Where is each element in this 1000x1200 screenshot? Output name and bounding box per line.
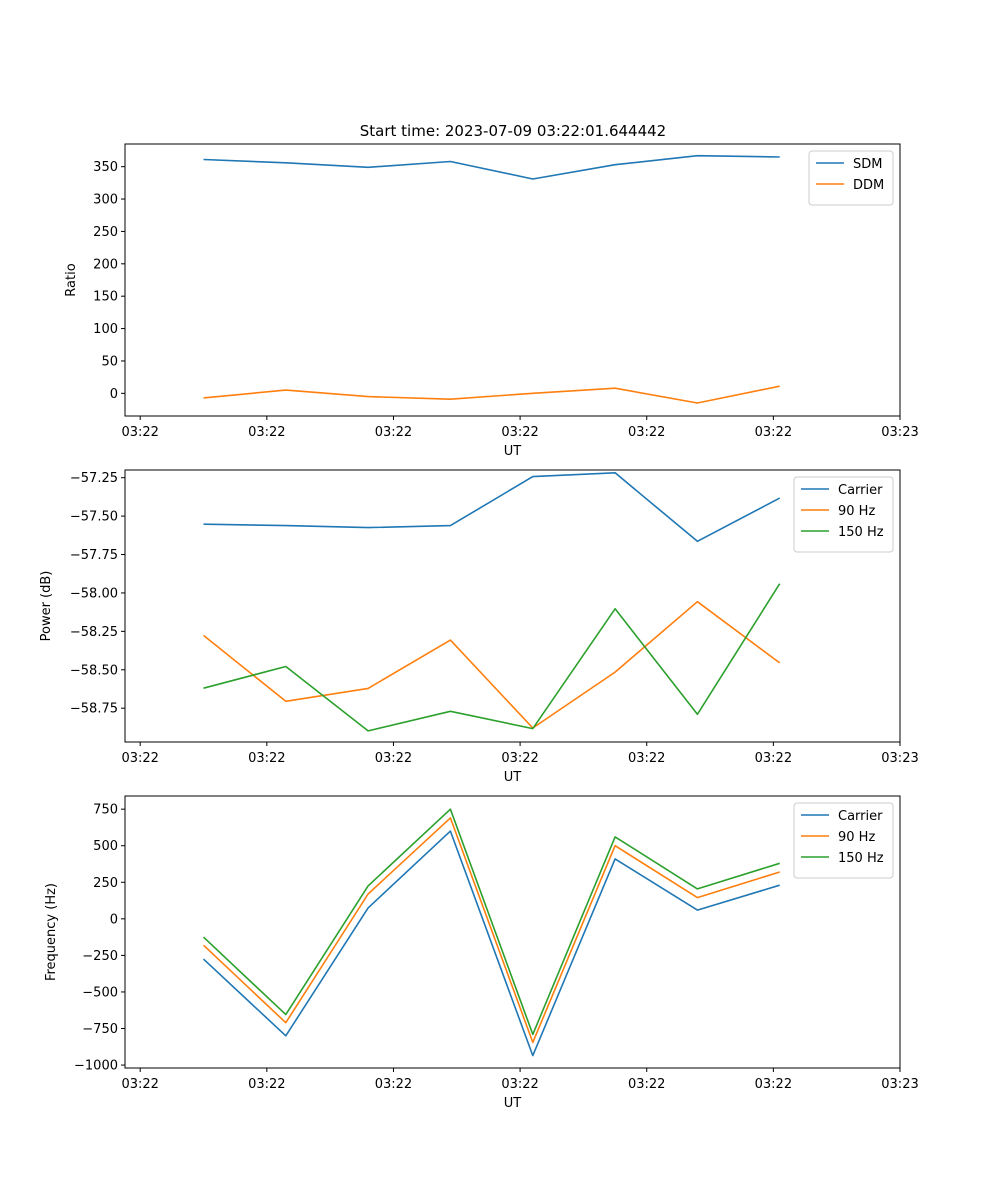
y-tick-label: 350: [93, 160, 118, 175]
legend-label: 150 Hz: [838, 525, 884, 540]
legend-box: [808, 150, 894, 206]
y-tick-label: −57.25: [70, 471, 118, 486]
x-tick-label: 03:22: [501, 1077, 538, 1092]
y-tick-label: −250: [82, 949, 118, 964]
x-tick-label: 03:22: [121, 751, 158, 766]
x-axis: 03:22 03:22 03:22 03:22 03:22 03:22 03:23 UT: [121, 742, 919, 785]
x-tick-label: 03:22: [248, 751, 285, 766]
x-tick-label: 03:22: [628, 1077, 665, 1092]
series-lines: [202, 808, 780, 1057]
y-tick-label: −58.00: [70, 586, 118, 601]
legend-box: [793, 802, 894, 879]
y-tick-label: 0: [110, 387, 118, 402]
legend: Carrier 90 Hz 150 Hz: [793, 802, 894, 879]
x-tick-label: 03:22: [501, 751, 538, 766]
legend-label: 90 Hz: [838, 504, 875, 519]
x-tick-label: 03:22: [121, 425, 158, 440]
y-tick-label: −58.75: [70, 702, 118, 717]
subplot-3: 03:22 03:22 03:22 03:22 03:22 03:22 03:23 UT −10…: [44, 795, 919, 1111]
y-axis-label: Power (dB): [39, 571, 54, 642]
series-line-carrier: [202, 830, 780, 1057]
x-tick-label: 03:23: [881, 425, 918, 440]
y-axis: −58.75 −58.50 −58.25 −58.00 −57.75 −57.50 −57.…: [39, 471, 125, 717]
x-axis-label: UT: [504, 444, 522, 459]
x-tick-label: 03:22: [628, 425, 665, 440]
series-line-150-hz: [203, 583, 781, 732]
figure-title: Start time: 2023-07-09 03:22:01.644442: [360, 122, 666, 140]
x-tick-label: 03:22: [248, 1077, 285, 1092]
plot-area-frame: [124, 795, 901, 1069]
legend-label: Carrier: [838, 483, 883, 498]
x-tick-label: 03:23: [881, 1077, 918, 1092]
y-tick-label: 500: [93, 839, 118, 854]
y-tick-label: 50: [101, 354, 118, 369]
x-tick-label: 03:22: [755, 425, 792, 440]
legend-box: [793, 476, 894, 553]
plot-area-frame: [124, 469, 901, 743]
x-tick-label: 03:22: [375, 751, 412, 766]
x-tick-label: 03:22: [375, 425, 412, 440]
y-tick-label: −57.50: [70, 510, 118, 525]
subplot-2: 03:22 03:22 03:22 03:22 03:22 03:22 03:23 UT −58…: [39, 469, 919, 785]
y-tick-label: 250: [93, 225, 118, 240]
y-tick-label: −57.75: [70, 548, 118, 563]
series-line-ddm: [203, 385, 780, 404]
y-tick-label: 250: [93, 876, 118, 891]
subplot-1: 03:22 03:22 03:22 03:22 03:22 03:22 03:23 UT 0 50…: [64, 143, 919, 459]
y-axis: 0 50 100 150 200 250 300 350 Ratio: [64, 160, 125, 402]
series-lines: [203, 154, 780, 404]
legend-label: SDM: [853, 157, 882, 172]
y-tick-label: −58.50: [70, 663, 118, 678]
y-tick-label: 100: [93, 322, 118, 337]
series-line-sdm: [203, 154, 780, 180]
y-axis-label: Frequency (Hz): [44, 883, 59, 981]
legend-label: Carrier: [838, 809, 883, 824]
series-line-90-hz: [202, 817, 780, 1044]
y-tick-label: 750: [93, 803, 118, 818]
subplot-panels: 03:22 03:22 03:22 03:22 03:22 03:22 03:23 UT 0 50…: [39, 143, 919, 1111]
x-tick-label: 03:22: [375, 1077, 412, 1092]
x-tick-label: 03:22: [755, 1077, 792, 1092]
x-tick-label: 03:22: [628, 751, 665, 766]
x-tick-label: 03:23: [881, 751, 918, 766]
legend-label: 150 Hz: [838, 851, 884, 866]
legend-label: DDM: [853, 178, 884, 193]
x-tick-label: 03:22: [501, 425, 538, 440]
legend: SDM DDM: [808, 150, 894, 206]
y-axis-label: Ratio: [64, 263, 79, 296]
y-tick-label: −1000: [74, 1059, 118, 1074]
y-axis: −1000 −750 −500 −250 0 250 500 750 Frequency (Hz…: [44, 803, 125, 1074]
x-axis: 03:22 03:22 03:22 03:22 03:22 03:22 03:23 UT: [121, 416, 919, 459]
y-tick-label: 150: [93, 290, 118, 305]
legend: Carrier 90 Hz 150 Hz: [793, 476, 894, 553]
plot-area-frame: [124, 143, 901, 417]
series-line-90-hz: [202, 600, 781, 729]
x-axis: 03:22 03:22 03:22 03:22 03:22 03:22 03:23 UT: [121, 1068, 919, 1111]
y-tick-label: −500: [82, 985, 118, 1000]
series-line-carrier: [203, 471, 781, 543]
x-axis-label: UT: [504, 770, 522, 785]
series-line-150-hz: [202, 808, 780, 1036]
y-tick-label: −750: [82, 1022, 118, 1037]
x-tick-label: 03:22: [755, 751, 792, 766]
y-tick-label: 0: [110, 912, 118, 927]
x-tick-label: 03:22: [121, 1077, 158, 1092]
y-tick-label: 200: [93, 257, 118, 272]
series-lines: [202, 471, 781, 732]
x-tick-label: 03:22: [248, 425, 285, 440]
legend-label: 90 Hz: [838, 830, 875, 845]
x-axis-label: UT: [504, 1096, 522, 1111]
y-tick-label: −58.25: [70, 625, 118, 640]
y-tick-label: 300: [93, 193, 118, 208]
